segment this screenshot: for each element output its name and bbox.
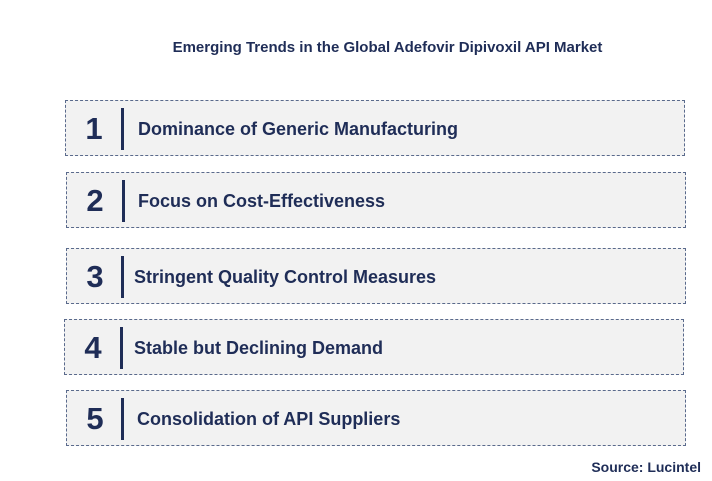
trend-divider: [120, 327, 123, 369]
trend-item-5: 5 Consolidation of API Suppliers: [66, 390, 686, 446]
trend-divider: [122, 180, 125, 222]
trend-number: 5: [86, 401, 104, 436]
trend-divider: [121, 108, 124, 150]
trend-item-4: 4 Stable but Declining Demand: [64, 319, 684, 375]
trend-label: Dominance of Generic Manufacturing: [138, 119, 459, 139]
diagram-title: Emerging Trends in the Global Adefovir D…: [172, 39, 603, 56]
trend-number: 4: [84, 330, 102, 365]
trend-label: Focus on Cost-Effectiveness: [138, 191, 386, 211]
trend-label: Consolidation of API Suppliers: [137, 409, 401, 429]
trend-number: 1: [85, 111, 103, 146]
trend-item-1: 1 Dominance of Generic Manufacturing: [65, 100, 685, 156]
trend-item-2: 2 Focus on Cost-Effectiveness: [66, 172, 686, 228]
trend-divider: [121, 398, 124, 440]
source-note: Source: Lucintel: [591, 459, 701, 475]
trend-divider: [121, 256, 124, 298]
trend-label: Stringent Quality Control Measures: [134, 267, 437, 287]
trend-number: 3: [86, 259, 104, 294]
trend-number: 2: [86, 183, 104, 218]
trend-item-3: 3 Stringent Quality Control Measures: [66, 248, 686, 304]
trend-label: Stable but Declining Demand: [134, 338, 384, 358]
